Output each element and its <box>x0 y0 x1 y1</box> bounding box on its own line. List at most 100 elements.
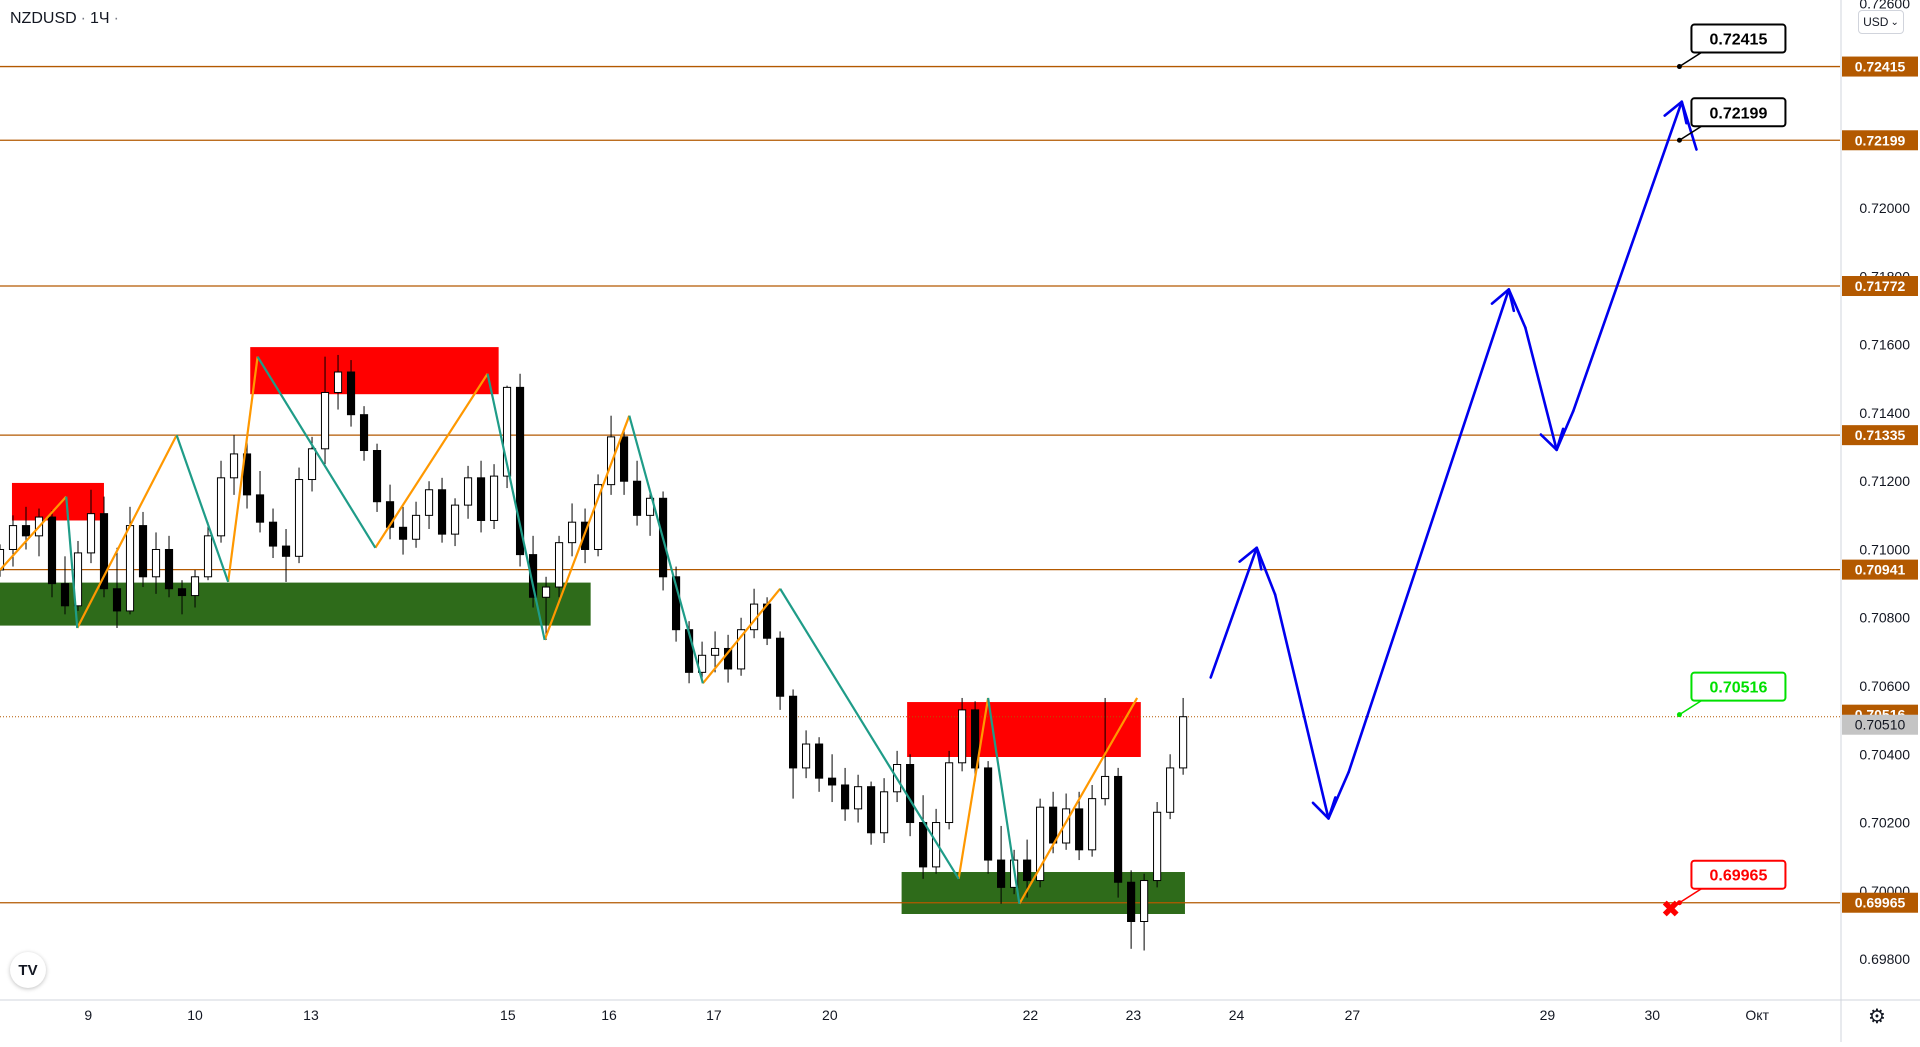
level-badge-bg <box>1842 276 1918 297</box>
supply-zone <box>250 347 499 395</box>
candle-up <box>8 525 18 550</box>
projection-arrowhead <box>1490 288 1516 313</box>
time-tick-label: 24 <box>1229 1007 1245 1023</box>
candle-down <box>177 588 187 597</box>
candle-up <box>958 709 967 764</box>
candle-down <box>789 695 798 769</box>
callout-anchor <box>1676 712 1682 718</box>
candle-up <box>1140 880 1149 923</box>
current-price-badge-bg <box>1842 714 1918 735</box>
candle-down <box>99 513 109 590</box>
time-tick-label: 27 <box>1345 1007 1361 1023</box>
candle-down <box>398 526 408 540</box>
time-tick-label: 30 <box>1645 1007 1661 1023</box>
candle-up <box>1088 798 1097 851</box>
candle-up <box>606 436 616 486</box>
candle-down <box>1049 806 1058 844</box>
candle-down <box>1023 859 1032 882</box>
candle-down <box>867 786 876 834</box>
title-separator-2: · <box>113 10 119 27</box>
time-tick-label: Окт <box>1745 1007 1769 1023</box>
projection-segment <box>1255 546 1277 596</box>
price-axis[interactable]: 0.726000.720000.718000.716000.714000.712… <box>1842 0 1918 967</box>
level-badge: 0.71335 <box>1855 427 1906 443</box>
candle-down <box>528 554 538 598</box>
zigzag-down-segment <box>175 434 230 583</box>
price-tick-label: 0.71600 <box>1859 337 1910 353</box>
callouts-layer: 0.72415 0.72199 0.70516 0.69965 ✖ <box>1662 23 1787 922</box>
candle-up <box>710 647 720 656</box>
time-axis[interactable]: 9 10 13 15 16 17 20 22 23 24 27 29 30 Окт <box>84 1007 1769 1023</box>
zigzag-up-segment <box>543 415 631 641</box>
projection-arrowhead <box>1539 427 1565 452</box>
callout-box <box>1690 23 1787 54</box>
time-tick-label: 9 <box>84 1007 92 1023</box>
candle-up <box>1153 811 1162 882</box>
symbol-name: NZDUSD <box>10 10 77 27</box>
level-badge: 0.72199 <box>1855 132 1906 148</box>
candle-down <box>255 494 265 523</box>
tradingview-logo-icon[interactable]: TV <box>10 952 46 988</box>
callout-pointer <box>1679 700 1702 716</box>
candles-layer <box>0 354 1188 951</box>
level-badge-bg <box>1842 56 1918 77</box>
supply-zone <box>907 702 1141 757</box>
time-tick-label: 13 <box>303 1007 319 1023</box>
candle-down <box>619 436 629 482</box>
projection-segment <box>1209 546 1259 679</box>
zones-layer <box>0 347 1185 914</box>
time-tick-label: 15 <box>500 1007 516 1023</box>
candle-up <box>567 521 577 544</box>
callout-pointer <box>1679 51 1702 68</box>
zigzag-up-segment <box>957 697 990 880</box>
zigzag-up-segment <box>76 434 178 629</box>
level-badge-bg <box>1842 892 1918 913</box>
gear-icon[interactable]: ⚙ <box>1868 1006 1886 1028</box>
callout-pointer <box>1679 125 1702 141</box>
callout-label: 0.72415 <box>1710 32 1768 49</box>
candle-down <box>723 647 733 670</box>
candle-up <box>229 453 239 479</box>
candle-down <box>984 767 993 861</box>
time-tick-label: 23 <box>1126 1007 1142 1023</box>
interval-label: 1Ч <box>90 10 110 27</box>
candle-up <box>1101 775 1110 800</box>
currency-button[interactable]: USD ⌄ <box>1858 10 1904 34</box>
zigzag-down-segment <box>486 373 546 641</box>
time-tick-label: 20 <box>822 1007 838 1023</box>
candle-down <box>671 576 681 631</box>
current-price-badge: 0.70510 <box>1855 717 1906 733</box>
candle-down <box>515 386 525 556</box>
candle-down <box>776 637 785 697</box>
candle-up <box>190 576 200 597</box>
candle-down <box>281 545 291 557</box>
projection-arrowhead <box>1238 546 1263 571</box>
candle-up <box>802 743 811 769</box>
candle-up <box>854 786 863 810</box>
title-separator: · <box>80 10 86 27</box>
projection-segment <box>1524 326 1558 452</box>
candle-up <box>333 371 343 393</box>
candle-down <box>841 784 850 810</box>
zigzag-down-segment <box>986 697 1021 904</box>
time-tick-label: 10 <box>187 1007 203 1023</box>
projection-segment <box>1273 593 1330 820</box>
projection-segment <box>1571 100 1684 413</box>
candle-up <box>1179 716 1188 769</box>
symbol-title[interactable]: NZDUSD · 1Ч · <box>10 10 123 28</box>
candle-up <box>424 489 434 516</box>
level-badge: 0.71772 <box>1855 278 1906 294</box>
candle-up <box>502 386 512 477</box>
candle-down <box>437 489 447 535</box>
time-tick-label: 16 <box>601 1007 617 1023</box>
callout-label: 0.70516 <box>1710 680 1768 697</box>
candle-up <box>450 504 460 535</box>
projection-segment <box>1347 288 1511 774</box>
candle-down <box>242 453 252 496</box>
candle-down <box>372 450 382 503</box>
callout-anchor <box>1676 137 1682 143</box>
candle-down <box>1075 808 1084 851</box>
candle-up <box>151 548 161 578</box>
